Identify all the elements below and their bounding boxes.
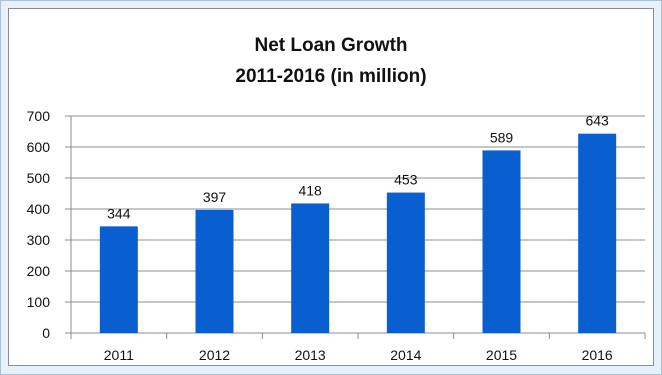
chart-title: Net Loan Growth (254, 35, 408, 56)
bar (578, 133, 617, 333)
data-label: 397 (203, 189, 227, 205)
data-label: 643 (585, 113, 609, 129)
y-tick-label: 400 (27, 201, 51, 217)
data-label: 589 (490, 129, 514, 145)
bar (195, 209, 234, 333)
x-tick-label: 2016 (582, 347, 613, 363)
y-tick-label: 300 (27, 232, 51, 248)
bar (99, 226, 138, 333)
x-tick-label: 2013 (295, 347, 326, 363)
y-tick-label: 600 (27, 139, 51, 155)
x-tick-label: 2011 (104, 347, 134, 363)
bar (291, 203, 330, 333)
y-tick-label: 200 (27, 263, 51, 279)
data-label: 344 (107, 205, 131, 221)
chart-subtitle: 2011-2016 (in million) (235, 66, 427, 87)
y-tick-label: 100 (27, 294, 51, 310)
x-tick-label: 2014 (390, 347, 421, 363)
x-tick-label: 2015 (486, 347, 517, 363)
data-label: 453 (394, 172, 418, 188)
data-label: 418 (298, 182, 322, 198)
y-tick-label: 500 (27, 170, 51, 186)
bar (386, 192, 425, 333)
x-tick-label: 2012 (199, 347, 230, 363)
y-tick-label: 0 (42, 325, 50, 341)
y-tick-label: 700 (27, 108, 51, 124)
bar (482, 150, 521, 333)
